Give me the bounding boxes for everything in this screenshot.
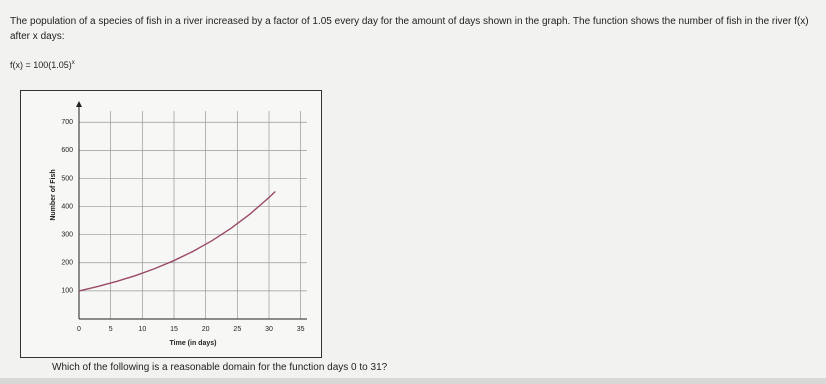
data-line [78,190,276,292]
function-exponent: x [71,60,75,66]
y-tick-label: 200 [61,260,73,267]
y-tick-label: 400 [61,203,73,210]
x-tick-label: 35 [297,326,305,333]
y-tick-label: 500 [61,175,73,182]
x-tick-label: 5 [109,326,113,333]
question-text: The population of a species of fish in a… [10,16,809,42]
y-tick-label: 100 [61,288,73,295]
footer-bar [0,378,826,384]
function-base: f(x) = 100(1.05) [10,60,72,70]
y-tick-label: 300 [61,232,73,239]
axis-arrow [76,101,82,107]
chart: 100 200 300 400 500 600 700 0 5 10 15 20 25 30 35 Time … [50,101,307,347]
prompt: Which of the following is a reasonable d… [52,362,388,373]
x-tick-label: 25 [233,326,241,333]
x-tick-label: 15 [170,326,178,333]
x-axis-label: Time (in days) [170,340,217,347]
x-tick-label: 0 [77,326,81,333]
y-tick-label: 700 [61,119,73,126]
x-tick-label: 10 [138,326,146,333]
y-tick-label: 600 [61,147,73,154]
x-tick-label: 20 [202,326,210,333]
chart-frame: 100 200 300 400 500 600 700 0 5 10 15 20 25 30 35 Time … [20,90,322,358]
x-tick-label: 30 [265,326,273,333]
y-axis-label: Number of Fish [50,169,57,220]
function: f(x) = 100(1.05)x [10,60,75,70]
